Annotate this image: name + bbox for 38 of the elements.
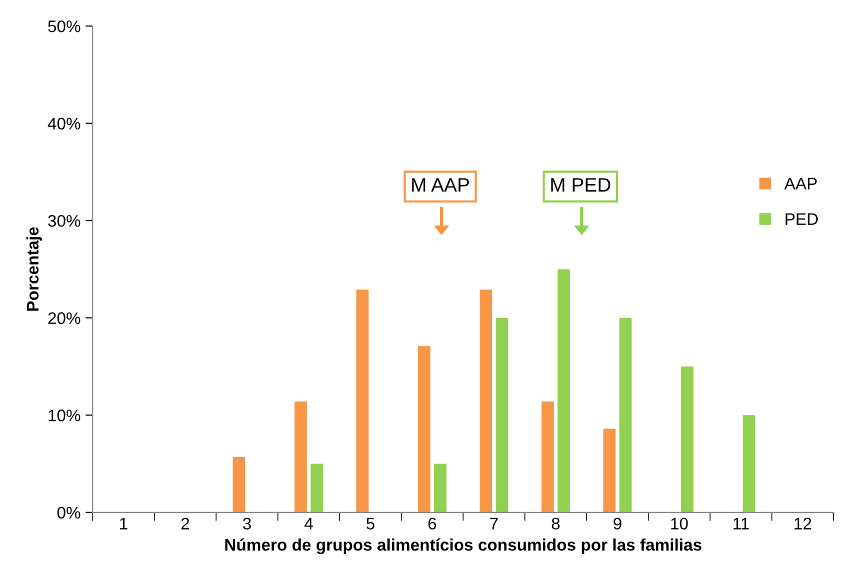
bar [418,346,430,512]
annotation: M AAP [412,178,469,192]
y-tick-label: 50% [48,20,80,32]
x-axis-title: Número de grupos alimentícios consumidos por las familias [225,538,702,554]
x-tick-label: 11 [734,518,749,530]
x-tick-label: 4 [304,518,313,530]
bar [681,366,694,512]
bar [496,318,508,512]
bar [558,269,570,512]
x-tick-label: 3 [242,518,251,530]
x-tick-label: 2 [181,518,190,530]
annotation: M PED [551,178,610,192]
x-tick-label: 1 [120,518,128,530]
legend-label: AAP [784,178,817,190]
bar [434,464,446,512]
x-tick-label: 10 [671,518,688,530]
y-tick-label: 30% [48,215,80,227]
bar [480,290,492,512]
x-tick-label: 8 [552,518,560,530]
bar [619,318,632,512]
y-tick-label: 20% [48,312,80,324]
x-tick-label: 6 [428,518,436,530]
bar [742,415,756,512]
y-tick-label: 10% [48,410,80,422]
x-tick-label: 7 [490,518,498,530]
y-tick-label: 0% [57,506,80,519]
legend-label: PED [786,213,818,225]
bar [542,402,554,512]
bar [294,402,307,512]
x-tick-label: 9 [614,518,622,530]
x-tick-label: 5 [366,518,374,530]
y-axis-title: Porcentaje [26,227,42,311]
bar [310,464,323,512]
y-tick-label: 40% [48,118,80,130]
bar [603,428,616,512]
bar [232,456,246,512]
bar [356,290,369,512]
x-tick-label: 12 [794,518,812,530]
